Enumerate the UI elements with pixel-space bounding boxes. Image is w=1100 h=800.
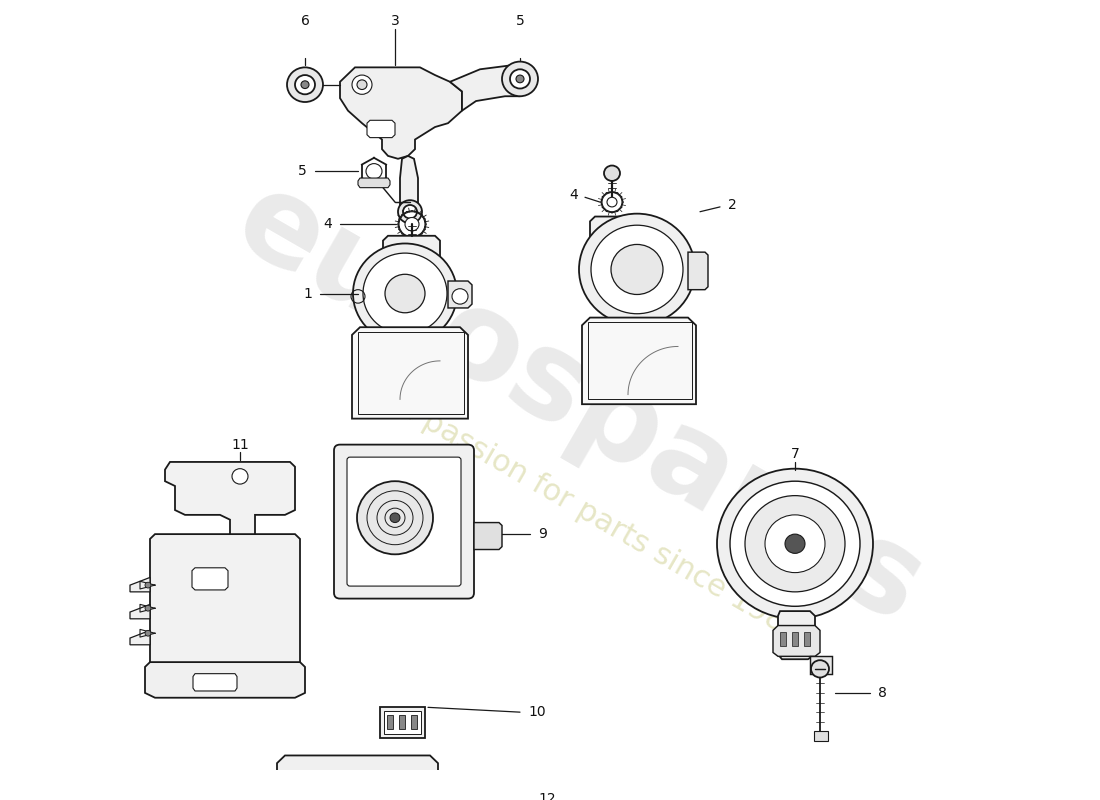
Polygon shape [474,522,502,550]
Text: 7: 7 [791,447,800,462]
FancyBboxPatch shape [334,445,474,598]
Circle shape [145,630,151,636]
Polygon shape [192,568,228,590]
Circle shape [514,73,526,85]
Circle shape [604,166,620,181]
Circle shape [358,80,367,90]
Circle shape [579,214,695,326]
Polygon shape [352,327,468,418]
Polygon shape [688,252,708,290]
Circle shape [610,245,663,294]
Circle shape [385,274,425,313]
Circle shape [502,62,538,96]
Circle shape [717,469,873,619]
Circle shape [452,289,468,304]
Polygon shape [130,604,150,619]
Text: 4: 4 [570,188,578,202]
Text: 4: 4 [323,218,332,231]
Text: 12: 12 [538,792,556,800]
Polygon shape [277,755,438,800]
Circle shape [232,469,248,484]
Polygon shape [448,281,472,308]
Circle shape [398,200,422,223]
Polygon shape [810,656,832,674]
Polygon shape [383,236,440,262]
Circle shape [353,243,456,343]
Text: 10: 10 [528,705,546,719]
Polygon shape [165,462,295,568]
Text: 3: 3 [390,14,399,28]
Polygon shape [340,67,462,158]
Circle shape [403,205,417,218]
FancyBboxPatch shape [780,632,786,646]
Circle shape [405,218,419,231]
Circle shape [516,75,524,82]
Polygon shape [590,217,640,243]
Circle shape [366,164,382,179]
Circle shape [607,198,617,207]
Circle shape [352,75,372,94]
Polygon shape [773,626,820,656]
FancyBboxPatch shape [804,632,810,646]
Circle shape [811,660,829,678]
FancyBboxPatch shape [387,715,393,729]
FancyBboxPatch shape [399,715,405,729]
Circle shape [301,81,309,89]
Circle shape [145,606,151,611]
Circle shape [745,496,845,592]
Polygon shape [145,662,305,698]
Text: 5: 5 [298,164,307,178]
Text: eurospares: eurospares [216,160,944,648]
Circle shape [390,513,400,522]
FancyBboxPatch shape [346,457,461,586]
Polygon shape [130,578,150,592]
Circle shape [764,515,825,573]
Circle shape [363,253,447,334]
Text: 1: 1 [304,286,312,301]
Text: 6: 6 [300,14,309,28]
FancyBboxPatch shape [411,715,417,729]
Text: a passion for parts since 1985: a passion for parts since 1985 [393,392,807,647]
Circle shape [591,225,683,314]
Circle shape [145,582,151,588]
Text: 8: 8 [878,686,887,700]
Circle shape [510,70,530,89]
Circle shape [508,67,532,90]
Text: 2: 2 [728,198,737,212]
FancyBboxPatch shape [384,711,421,734]
Circle shape [287,67,323,102]
Polygon shape [130,630,150,645]
FancyBboxPatch shape [379,707,425,738]
Polygon shape [150,534,300,669]
Polygon shape [778,611,815,659]
FancyBboxPatch shape [792,632,798,646]
Text: 5: 5 [516,14,525,28]
Polygon shape [582,318,696,404]
Polygon shape [400,156,418,212]
Circle shape [785,534,805,554]
Polygon shape [192,674,236,691]
FancyBboxPatch shape [814,731,828,741]
Circle shape [730,481,860,606]
Polygon shape [450,66,532,110]
Circle shape [295,75,315,94]
Circle shape [358,481,433,554]
Text: 11: 11 [231,438,249,452]
Text: 9: 9 [538,527,547,541]
Polygon shape [367,120,395,138]
Polygon shape [358,178,390,188]
